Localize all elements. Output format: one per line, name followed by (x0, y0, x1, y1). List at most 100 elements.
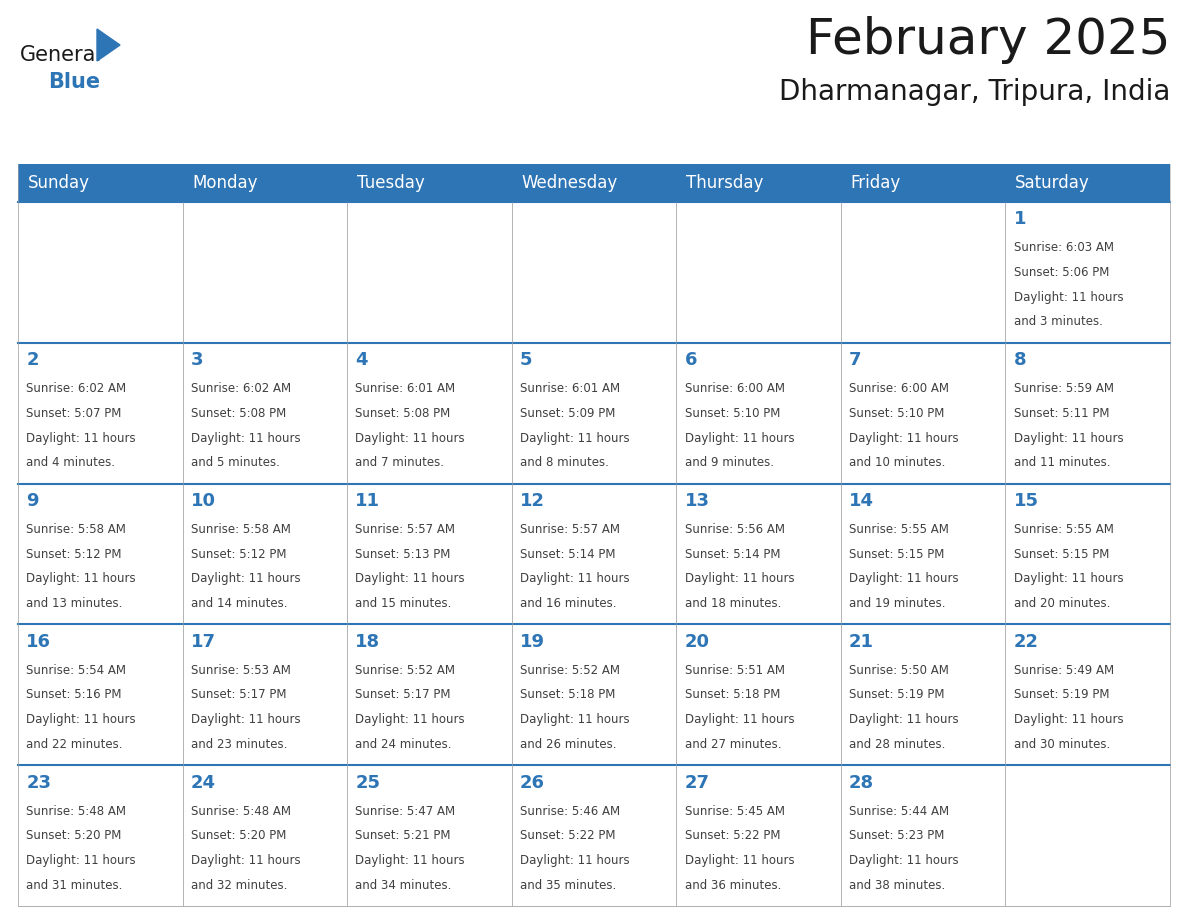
Text: Sunday: Sunday (27, 174, 90, 192)
FancyBboxPatch shape (841, 202, 1005, 342)
Text: Sunrise: 6:01 AM: Sunrise: 6:01 AM (520, 382, 620, 396)
Text: Sunset: 5:20 PM: Sunset: 5:20 PM (26, 829, 121, 842)
Text: Sunset: 5:18 PM: Sunset: 5:18 PM (520, 688, 615, 701)
Text: Sunset: 5:11 PM: Sunset: 5:11 PM (1013, 407, 1110, 420)
Text: and 5 minutes.: and 5 minutes. (191, 456, 279, 469)
Text: and 3 minutes.: and 3 minutes. (1013, 316, 1102, 329)
FancyBboxPatch shape (347, 766, 512, 906)
Text: Sunrise: 5:52 AM: Sunrise: 5:52 AM (355, 664, 455, 677)
Text: Daylight: 11 hours: Daylight: 11 hours (849, 713, 959, 726)
Text: 8: 8 (1013, 352, 1026, 369)
Text: 2: 2 (26, 352, 39, 369)
Text: 24: 24 (191, 774, 216, 791)
Text: 9: 9 (26, 492, 39, 510)
Text: Daylight: 11 hours: Daylight: 11 hours (26, 572, 135, 586)
Text: Sunset: 5:19 PM: Sunset: 5:19 PM (1013, 688, 1110, 701)
Text: Sunrise: 5:48 AM: Sunrise: 5:48 AM (191, 804, 291, 818)
Text: Monday: Monday (192, 174, 258, 192)
FancyBboxPatch shape (512, 342, 676, 484)
Text: Sunset: 5:23 PM: Sunset: 5:23 PM (849, 829, 944, 842)
Text: Daylight: 11 hours: Daylight: 11 hours (849, 572, 959, 586)
Text: Sunset: 5:06 PM: Sunset: 5:06 PM (1013, 266, 1110, 279)
Text: and 18 minutes.: and 18 minutes. (684, 597, 781, 610)
Text: and 38 minutes.: and 38 minutes. (849, 879, 946, 891)
FancyBboxPatch shape (347, 484, 512, 624)
FancyBboxPatch shape (512, 624, 676, 766)
Text: Sunrise: 5:58 AM: Sunrise: 5:58 AM (191, 523, 291, 536)
FancyBboxPatch shape (676, 342, 841, 484)
Text: Sunset: 5:14 PM: Sunset: 5:14 PM (684, 548, 781, 561)
Text: Sunset: 5:14 PM: Sunset: 5:14 PM (520, 548, 615, 561)
Text: Daylight: 11 hours: Daylight: 11 hours (849, 854, 959, 867)
Text: Sunrise: 5:58 AM: Sunrise: 5:58 AM (26, 523, 126, 536)
Text: Sunset: 5:10 PM: Sunset: 5:10 PM (684, 407, 779, 420)
Text: 22: 22 (1013, 633, 1038, 651)
Text: and 27 minutes.: and 27 minutes. (684, 738, 781, 751)
Polygon shape (97, 29, 120, 61)
FancyBboxPatch shape (676, 202, 841, 342)
Text: February 2025: February 2025 (805, 16, 1170, 64)
Text: Sunset: 5:12 PM: Sunset: 5:12 PM (191, 548, 286, 561)
Text: and 32 minutes.: and 32 minutes. (191, 879, 287, 891)
Text: 12: 12 (520, 492, 545, 510)
FancyBboxPatch shape (183, 624, 347, 766)
Text: Daylight: 11 hours: Daylight: 11 hours (1013, 431, 1124, 444)
Text: Daylight: 11 hours: Daylight: 11 hours (1013, 713, 1124, 726)
Text: and 10 minutes.: and 10 minutes. (849, 456, 946, 469)
Text: Sunset: 5:07 PM: Sunset: 5:07 PM (26, 407, 121, 420)
Text: 17: 17 (191, 633, 216, 651)
Text: Sunset: 5:15 PM: Sunset: 5:15 PM (849, 548, 944, 561)
Text: and 24 minutes.: and 24 minutes. (355, 738, 451, 751)
Text: and 15 minutes.: and 15 minutes. (355, 597, 451, 610)
Text: Sunrise: 5:54 AM: Sunrise: 5:54 AM (26, 664, 126, 677)
Text: and 28 minutes.: and 28 minutes. (849, 738, 946, 751)
Text: Sunrise: 5:51 AM: Sunrise: 5:51 AM (684, 664, 784, 677)
Text: Friday: Friday (851, 174, 901, 192)
Text: and 23 minutes.: and 23 minutes. (191, 738, 287, 751)
Text: 26: 26 (520, 774, 545, 791)
Text: Daylight: 11 hours: Daylight: 11 hours (355, 572, 465, 586)
Text: and 35 minutes.: and 35 minutes. (520, 879, 617, 891)
Text: and 31 minutes.: and 31 minutes. (26, 879, 122, 891)
Text: Daylight: 11 hours: Daylight: 11 hours (191, 572, 301, 586)
Text: and 36 minutes.: and 36 minutes. (684, 879, 781, 891)
Text: Sunset: 5:21 PM: Sunset: 5:21 PM (355, 829, 451, 842)
Text: Daylight: 11 hours: Daylight: 11 hours (26, 854, 135, 867)
Text: Sunrise: 5:44 AM: Sunrise: 5:44 AM (849, 804, 949, 818)
Text: Sunrise: 5:52 AM: Sunrise: 5:52 AM (520, 664, 620, 677)
FancyBboxPatch shape (512, 766, 676, 906)
Text: Daylight: 11 hours: Daylight: 11 hours (1013, 291, 1124, 304)
Text: 10: 10 (191, 492, 216, 510)
Text: 13: 13 (684, 492, 709, 510)
Text: Sunrise: 5:57 AM: Sunrise: 5:57 AM (520, 523, 620, 536)
Text: Daylight: 11 hours: Daylight: 11 hours (520, 572, 630, 586)
Text: Sunset: 5:18 PM: Sunset: 5:18 PM (684, 688, 779, 701)
FancyBboxPatch shape (18, 202, 183, 342)
Text: 18: 18 (355, 633, 380, 651)
FancyBboxPatch shape (1005, 766, 1170, 906)
Text: Daylight: 11 hours: Daylight: 11 hours (684, 713, 794, 726)
Text: 28: 28 (849, 774, 874, 791)
FancyBboxPatch shape (18, 164, 1170, 202)
Text: Daylight: 11 hours: Daylight: 11 hours (355, 854, 465, 867)
Text: and 13 minutes.: and 13 minutes. (26, 597, 122, 610)
FancyBboxPatch shape (183, 484, 347, 624)
Text: Sunrise: 5:45 AM: Sunrise: 5:45 AM (684, 804, 784, 818)
FancyBboxPatch shape (347, 624, 512, 766)
FancyBboxPatch shape (18, 624, 183, 766)
FancyBboxPatch shape (512, 202, 676, 342)
FancyBboxPatch shape (841, 484, 1005, 624)
Text: 6: 6 (684, 352, 697, 369)
Text: 16: 16 (26, 633, 51, 651)
Text: 3: 3 (191, 352, 203, 369)
Text: Daylight: 11 hours: Daylight: 11 hours (1013, 572, 1124, 586)
Text: 14: 14 (849, 492, 874, 510)
Text: Sunrise: 5:57 AM: Sunrise: 5:57 AM (355, 523, 455, 536)
FancyBboxPatch shape (1005, 484, 1170, 624)
Text: and 14 minutes.: and 14 minutes. (191, 597, 287, 610)
Text: Daylight: 11 hours: Daylight: 11 hours (684, 572, 794, 586)
Text: Sunset: 5:10 PM: Sunset: 5:10 PM (849, 407, 944, 420)
Text: Sunset: 5:17 PM: Sunset: 5:17 PM (355, 688, 451, 701)
Text: Sunrise: 6:00 AM: Sunrise: 6:00 AM (849, 382, 949, 396)
Text: 23: 23 (26, 774, 51, 791)
